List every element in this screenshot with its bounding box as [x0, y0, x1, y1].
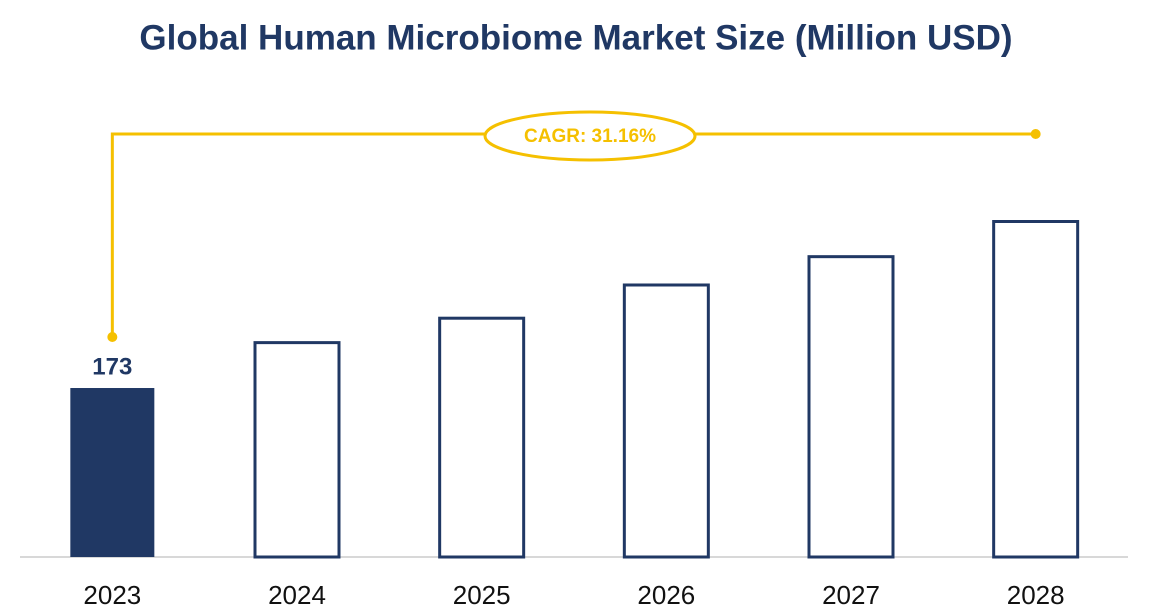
bar — [438, 316, 526, 559]
x-tick-label: 2024 — [268, 580, 326, 610]
cagr-dot — [107, 332, 118, 343]
chart-title: Global Human Microbiome Market Size (Mil… — [139, 18, 1012, 57]
value-label: 173 — [92, 353, 132, 380]
bar — [622, 283, 710, 559]
bar — [992, 220, 1080, 559]
cagr-dot — [1030, 129, 1041, 139]
cagr-bubble — [483, 110, 697, 162]
x-tick-label: 2026 — [637, 580, 695, 610]
x-tick-label: 2027 — [822, 580, 880, 610]
cagr-label: CAGR: 31.16% — [524, 126, 656, 147]
x-tick-label: 2028 — [1007, 580, 1065, 610]
cagr-line — [110, 132, 1036, 338]
bar — [807, 255, 895, 559]
x-tick-label: 2023 — [83, 580, 141, 610]
x-tick-label: 2025 — [453, 580, 511, 610]
bar — [253, 341, 341, 559]
bar — [70, 388, 155, 557]
